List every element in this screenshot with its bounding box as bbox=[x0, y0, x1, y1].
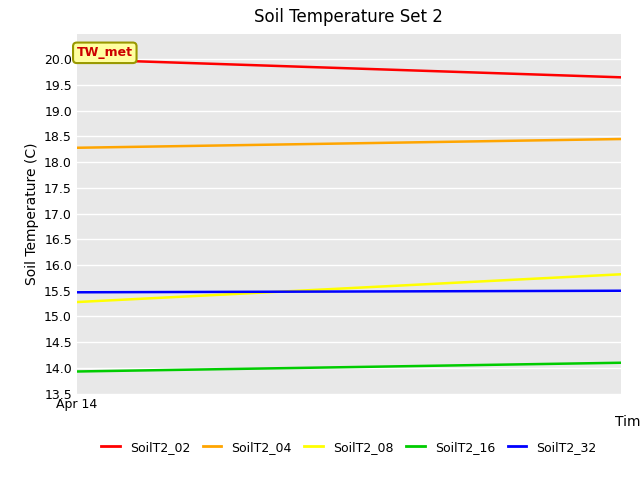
Text: TW_met: TW_met bbox=[77, 46, 133, 60]
Legend: SoilT2_02, SoilT2_04, SoilT2_08, SoilT2_16, SoilT2_32: SoilT2_02, SoilT2_04, SoilT2_08, SoilT2_… bbox=[96, 436, 602, 459]
Title: Soil Temperature Set 2: Soil Temperature Set 2 bbox=[254, 9, 444, 26]
Y-axis label: Soil Temperature (C): Soil Temperature (C) bbox=[24, 143, 38, 285]
X-axis label: Time: Time bbox=[614, 415, 640, 429]
